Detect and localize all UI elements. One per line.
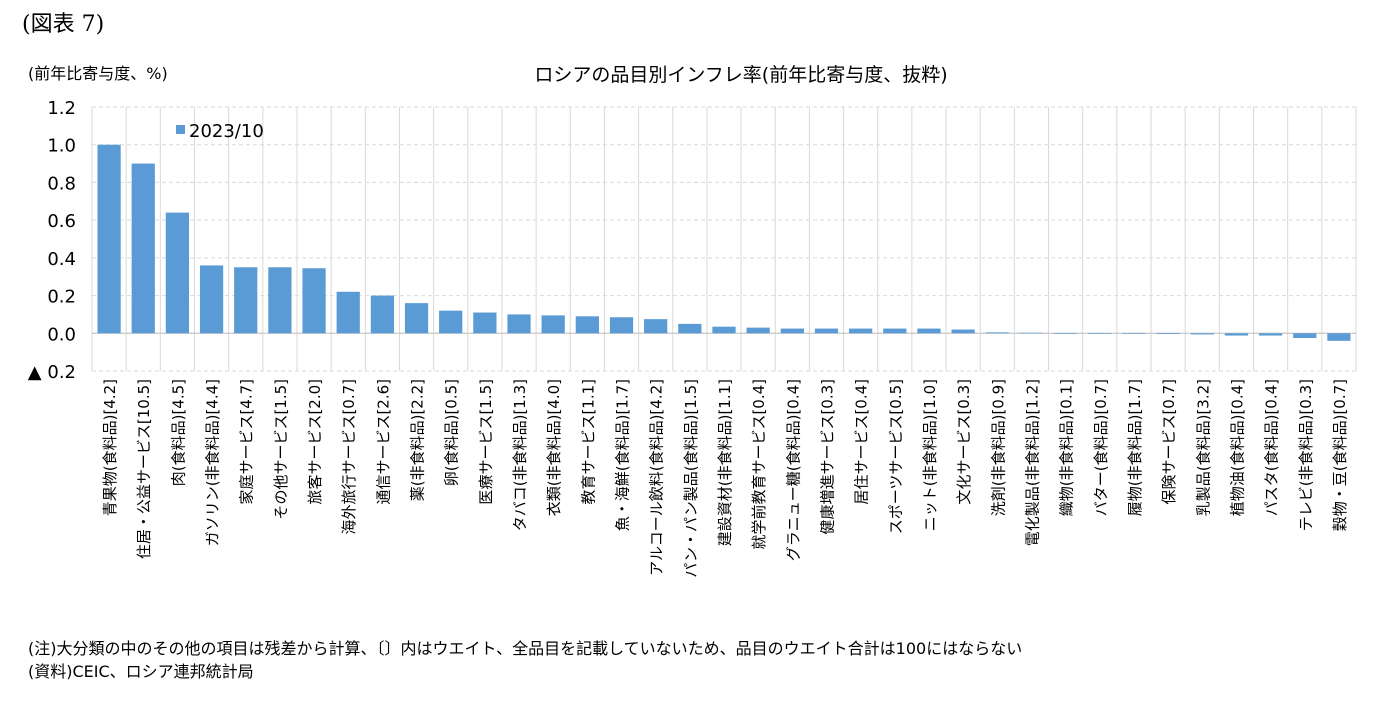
x-tick-label: グラニュー糖(食料品)[0.4]	[784, 379, 802, 561]
bar	[1224, 333, 1249, 336]
bar	[268, 267, 292, 334]
x-tick-label: 穀物・豆(食料品)[0.7]	[1331, 379, 1349, 531]
y-tick-label: 0.6	[47, 211, 76, 232]
x-tick-label: タバコ(非食料品)[1.3]	[511, 379, 529, 531]
bar	[609, 317, 634, 334]
bar	[985, 332, 1009, 334]
bar	[746, 327, 770, 334]
bar	[814, 328, 839, 334]
bar	[165, 212, 190, 334]
footnote: (注)大分類の中のその他の項目は残差から計算、〔〕内はウエイト、全品目を記載して…	[28, 639, 1023, 658]
bar	[883, 328, 907, 334]
y-tick-label: 0.2	[47, 287, 76, 308]
x-tick-label: 電化製品(非食料品)[1.2]	[1023, 379, 1041, 546]
y-tick-label: 0.8	[47, 173, 76, 194]
legend-label: 2023/10	[189, 121, 264, 142]
x-tick-label: スポーツサービス[0.5]	[887, 379, 905, 534]
bar	[336, 291, 360, 334]
bar	[234, 267, 258, 334]
y-tick-label: 0.4	[47, 249, 76, 270]
legend: 2023/10	[176, 121, 264, 142]
bar-chart: 1.2 1.0 0.8 0.6 0.4 0.2 0.0 ▲ 0.2 青果物(食料品)[4.2] 住…	[28, 98, 1357, 578]
bar	[1019, 332, 1044, 334]
bar	[1088, 333, 1112, 334]
x-tick-label: ガソリン(非食料品)[4.4]	[204, 379, 222, 546]
bar	[1293, 333, 1317, 338]
bar	[575, 316, 599, 334]
y-tick-label: 1.0	[47, 136, 76, 157]
bar-layer	[97, 144, 1351, 341]
x-tick-label: パスタ(食料品)[0.4]	[1263, 379, 1281, 516]
bar	[1190, 333, 1214, 335]
x-tick-label: 建設資材(非食料品)[1.1]	[716, 379, 734, 546]
x-tick-label: 通信サービス[2.6]	[374, 379, 392, 505]
bar	[370, 295, 394, 334]
x-tick-label: 青果物(食料品)[4.2]	[101, 379, 119, 516]
x-tick-label: アルコール飲料(食料品)[4.2]	[648, 379, 666, 576]
bar	[97, 144, 121, 334]
x-tick-label: 乳製品(食料品)[3.2]	[1194, 379, 1212, 516]
x-tick-label: 保険サービス[0.7]	[1160, 379, 1178, 505]
bar	[473, 312, 497, 334]
y-tick-label: 1.2	[47, 98, 76, 119]
x-tick-label: 家庭サービス[4.7]	[238, 379, 256, 505]
bar	[199, 265, 224, 334]
y-tick-label: 0.0	[47, 324, 76, 345]
bar	[541, 315, 565, 334]
x-tick-label: パン・パン製品(食料品)[1.5]	[682, 379, 700, 578]
chart-title: ロシアの品目別インフレ率(前年比寄与度、抜粋)	[534, 64, 948, 86]
x-tick-label: テレビ(非食料品)[0.3]	[1297, 379, 1315, 531]
x-tick-label: その他サービス[1.5]	[272, 379, 290, 520]
x-tick-label: 植物油(食料品)[0.4]	[1228, 379, 1246, 516]
x-tick-label: 就学前教育サービス[0.4]	[750, 379, 768, 550]
source-note: (資料)CEIC、ロシア連邦統計局	[28, 662, 254, 681]
x-tick-label: 教育サービス[1.1]	[579, 379, 597, 505]
x-tick-label: 洗剤(非食料品)[0.9]	[989, 379, 1007, 516]
x-tick-label: 衣類(非食料品)[4.0]	[545, 379, 563, 516]
figure-label: (図表 7)	[22, 12, 105, 37]
bar	[951, 329, 975, 334]
bar	[780, 328, 804, 334]
x-tick-label: 海外旅行サービス[0.7]	[340, 379, 358, 535]
bar	[1327, 333, 1351, 341]
y-tick-label: ▲ 0.2	[28, 362, 76, 383]
x-tick-label: 住居・公益サービス[10.5]	[135, 379, 153, 559]
x-tick-label: 織物(非食料品)[0.1]	[1058, 379, 1076, 516]
x-tick-label: 履物(非食料品)[1.7]	[1126, 379, 1144, 516]
bar	[404, 303, 429, 334]
x-tick-label: 医療サービス[1.5]	[477, 379, 495, 505]
x-tick-label: ニット(非食料品)[1.0]	[921, 379, 939, 531]
x-tick-label: 居住サービス[0.4]	[853, 379, 871, 505]
bar	[131, 163, 155, 334]
x-tick-label: 肉(食料品)[4.5]	[169, 379, 187, 486]
bar	[849, 328, 873, 334]
x-tick-label: 薬(非食料品)[2.2]	[409, 379, 427, 501]
x-tick-label: 卵(食料品)[0.5]	[443, 379, 461, 486]
bar	[644, 319, 668, 334]
bar	[712, 326, 736, 334]
x-tick-label: 魚・海鮮(食料品)[1.7]	[614, 379, 632, 531]
bar	[302, 268, 326, 334]
x-tick-label: バター(食料品)[0.7]	[1092, 379, 1110, 516]
bar	[507, 314, 531, 334]
bar	[1258, 333, 1283, 336]
bar	[1054, 333, 1078, 334]
x-tick-label: 健康増進サービス[0.3]	[818, 379, 836, 535]
axis-layer: 1.2 1.0 0.8 0.6 0.4 0.2 0.0 ▲ 0.2 青果物(食料品)[4.2] 住…	[28, 98, 1349, 578]
bar	[1156, 333, 1180, 335]
unit-label: (前年比寄与度、%)	[28, 64, 168, 83]
bar	[439, 310, 463, 334]
x-tick-label: 旅客サービス[2.0]	[306, 379, 324, 505]
bar	[917, 328, 941, 334]
bar	[678, 323, 702, 334]
bar	[1122, 333, 1146, 334]
legend-swatch	[176, 125, 185, 134]
x-tick-label: 文化サービス[0.3]	[955, 379, 973, 505]
